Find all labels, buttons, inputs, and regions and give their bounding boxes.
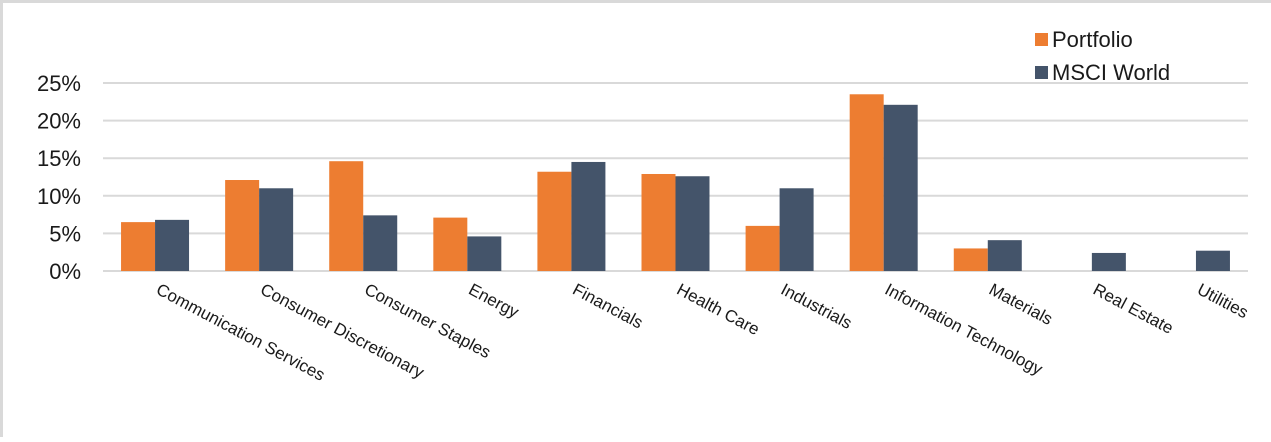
- legend-label-portfolio: Portfolio: [1052, 27, 1133, 52]
- bar-msci-world: [259, 188, 294, 271]
- bar-chart: 0% 5% 10% 15% 20% 25% Communication ServicesC…: [37, 27, 1251, 385]
- x-category-label: Health Care: [674, 280, 763, 339]
- x-category-label: Consumer Discretionary: [257, 280, 427, 383]
- bar-msci-world: [675, 176, 710, 271]
- x-category-label: Real Estate: [1090, 280, 1177, 338]
- bar-portfolio: [849, 94, 884, 271]
- bar-msci-world: [987, 240, 1022, 271]
- y-tick-label: 25%: [37, 71, 81, 96]
- x-category-label: Industrials: [778, 280, 855, 333]
- y-tick-label: 0%: [49, 259, 81, 284]
- bar-msci-world: [155, 219, 190, 271]
- x-category-label: Communication Services: [153, 280, 328, 385]
- bar-portfolio: [329, 161, 364, 271]
- bars: [121, 94, 1230, 271]
- bar-portfolio: [745, 225, 780, 271]
- y-tick-label: 20%: [37, 109, 81, 134]
- bar-msci-world: [883, 104, 918, 271]
- x-category-label: Utilities: [1194, 280, 1251, 323]
- bar-msci-world: [571, 161, 606, 271]
- y-tick-label: 10%: [37, 184, 81, 209]
- bar-portfolio: [953, 248, 988, 271]
- bar-portfolio: [433, 217, 468, 271]
- bar-msci-world: [779, 188, 814, 271]
- y-tick-label: 5%: [49, 221, 81, 246]
- bar-portfolio: [121, 222, 156, 271]
- bar-msci-world: [1091, 252, 1126, 271]
- bar-msci-world: [363, 215, 398, 271]
- bar-portfolio: [641, 173, 676, 271]
- x-category-label: Energy: [465, 280, 522, 322]
- legend: Portfolio MSCI World: [1035, 27, 1170, 85]
- bar-msci-world: [1195, 250, 1230, 271]
- x-category-label: Financials: [570, 280, 647, 333]
- bar-portfolio: [225, 180, 260, 271]
- legend-swatch-portfolio: [1035, 33, 1048, 46]
- bar-msci-world: [467, 236, 502, 271]
- y-tick-label: 15%: [37, 146, 81, 171]
- legend-swatch-msci-world: [1035, 66, 1048, 79]
- bar-portfolio: [537, 171, 572, 271]
- y-axis-ticks: 0% 5% 10% 15% 20% 25%: [37, 71, 81, 284]
- legend-label-msci-world: MSCI World: [1052, 60, 1170, 85]
- x-category-label: Materials: [986, 280, 1056, 329]
